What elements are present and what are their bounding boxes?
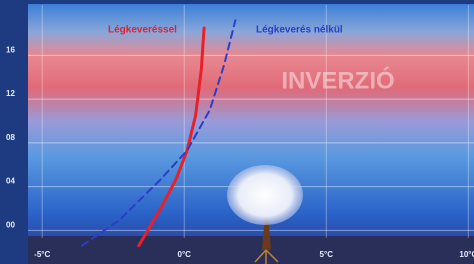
ground [28, 236, 474, 264]
annotation: INVERZIÓ [281, 66, 394, 94]
legend-label: Légkeverés nélkül [256, 25, 343, 36]
legend-label: Légkeveréssel [108, 25, 177, 36]
y-tick-label: 00 [6, 220, 15, 229]
x-tick-label: -5°C [34, 250, 50, 259]
x-tick-label: 10°C [459, 250, 474, 259]
y-tick-label: 08 [6, 133, 15, 142]
chart: INVERZIÓ 00 04 08 12 16 -5°C 0°C 5°C 10°C Légkeve… [0, 0, 474, 264]
y-tick-label: 16 [6, 45, 15, 54]
y-tick-label: 04 [6, 177, 15, 186]
x-tick-label: 5°C [320, 250, 334, 259]
x-tick-label: 0°C [178, 250, 192, 259]
y-tick-label: 12 [6, 89, 15, 98]
